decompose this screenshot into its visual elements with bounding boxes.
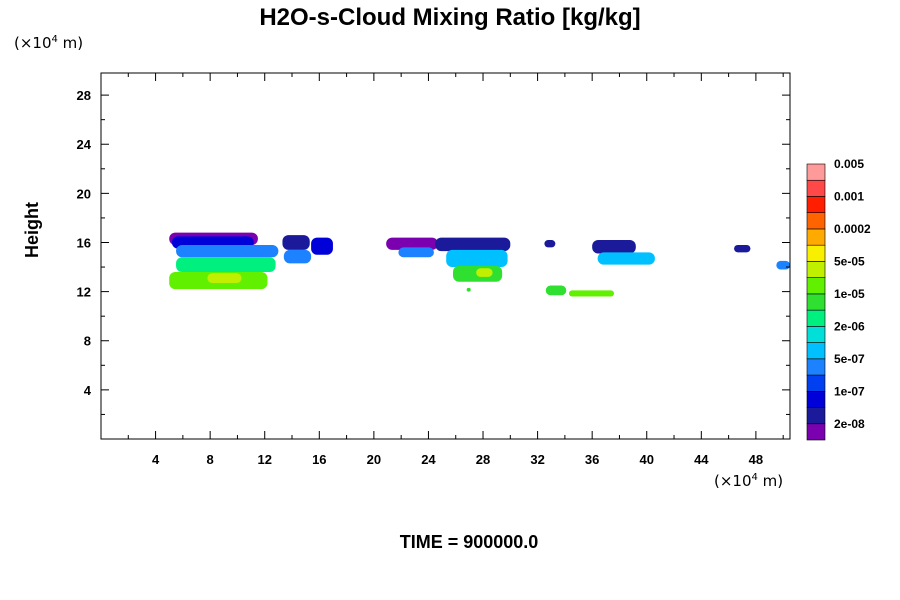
colorbar-label: 5e-05 [834,254,865,268]
y-tick-label: 24 [77,137,92,152]
colorbar-label: 0.0002 [834,222,871,236]
x-tick-label: 4 [152,452,160,467]
colorbar-label: 5e-07 [834,352,865,366]
x-tick-label: 24 [421,452,436,467]
cloud-patch [544,240,556,248]
colorbar-swatch [806,374,826,392]
plot-frame [100,72,791,440]
colorbar-swatch [806,261,826,278]
x-tick-label: 40 [640,452,654,467]
cloud-patch [734,244,751,253]
cloud-patch [176,244,279,258]
cloud-patch [386,237,438,250]
cloud-field [169,232,790,297]
chart-title: H2O-s-Cloud Mixing Ratio [kg/kg] [259,4,641,31]
colorbar-label: 1e-07 [834,384,865,398]
time-label: TIME = 900000.0 [399,532,539,552]
x-tick-label: 12 [257,452,271,467]
x-tick-label: 44 [694,452,709,467]
colorbar-label: 2e-08 [834,417,865,431]
x-tick-label: 36 [585,452,599,467]
colorbar-label: 1e-05 [834,287,865,301]
colorbar-label: 0.005 [834,157,864,171]
cloud-patch [282,235,310,250]
colorbar-swatch [806,358,826,376]
y-tick-label: 12 [77,285,91,300]
colorbar-swatch [806,228,826,246]
colorbar-swatch [806,309,826,327]
x-tick-label: 20 [367,452,381,467]
colorbar-swatch [806,277,826,295]
colorbar-swatch [806,293,826,311]
x-tick-label: 16 [312,452,326,467]
y-tick-label: 20 [77,186,91,201]
colorbar-swatch [806,390,826,408]
cloud-patch [466,287,471,292]
colorbar-swatch [806,342,826,360]
x-tick-label: 48 [749,452,763,467]
colorbar-swatch [806,212,826,230]
colorbar-swatch [806,196,826,214]
x-axis-unit-label: (×104 m) [714,472,784,490]
cloud-patch [207,273,242,284]
cloud-patch [776,260,790,270]
colorbar-swatch [806,423,826,441]
cloud-patch [545,285,567,296]
colorbar: 2e-08 1e-07 5e-07 2e-06 1e-05 5e-05 0.0002 0.00… [806,157,871,441]
colorbar-swatch [806,179,826,197]
y-tick-label: 4 [84,383,92,398]
colorbar-label: 2e-06 [834,319,865,333]
colorbar-swatch [806,326,826,343]
cloud-patch [398,247,434,258]
x-tick-label: 32 [530,452,544,467]
cloud-patch [597,252,655,265]
x-tick-label: 8 [207,452,214,467]
cloud-patch [568,290,614,297]
cloud-patch [446,249,508,268]
cloud-patch [476,268,493,277]
y-tick-label: 16 [77,235,91,250]
cloud-patch [176,257,276,272]
cloud-patch [435,237,511,252]
cloud-patch [311,237,333,255]
colorbar-label: 0.001 [834,189,864,203]
cloud-patch [283,249,312,264]
colorbar-swatch [806,244,826,262]
colorbar-swatch [806,163,826,181]
cloud-patch [592,240,636,254]
y-tick-label: 28 [77,88,91,103]
y-axis-unit-label: (×104 m) [14,34,84,52]
colorbar-swatch [806,407,826,425]
y-tick-label: 8 [84,334,91,349]
x-tick-label: 28 [476,452,490,467]
